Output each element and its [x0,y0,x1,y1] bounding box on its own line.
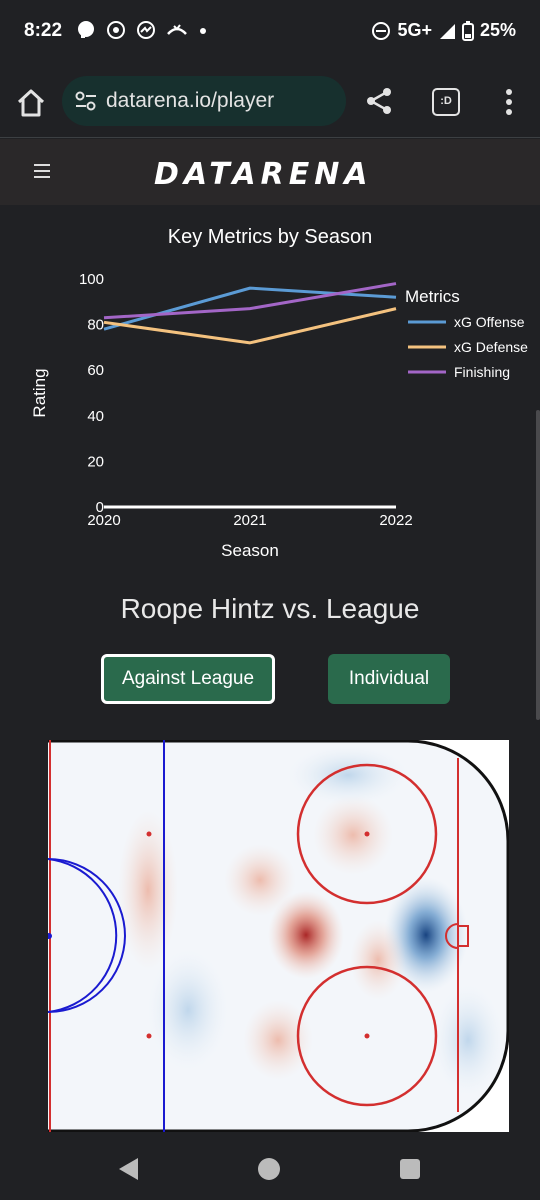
player-heading: Roope Hintz vs. League [120,593,420,624]
network-label: 5G+ [397,20,432,40]
x-tick-label: 2021 [233,512,266,529]
address-bar[interactable]: datarena.io/player [62,76,346,126]
browser-toolbar: datarena.io/player :D [0,64,540,138]
hamburger-menu-icon[interactable] [34,164,50,178]
legend-title: Metrics [405,287,460,306]
notification-icons [76,20,208,40]
chart-title: Key Metrics by Season [167,226,373,248]
scrollbar[interactable] [536,410,540,720]
signal-icon [439,23,455,39]
x-axis-label: Season [221,541,279,560]
rink-heatmap [48,740,509,1132]
legend-item-label: xG Defense [454,339,528,355]
share-icon[interactable] [364,86,394,116]
y-tick-label: 100 [79,271,104,288]
y-tick-label: 60 [87,362,104,379]
system-nav-bar [0,1138,540,1200]
home-nav-icon[interactable] [258,1158,280,1180]
against-league-button[interactable]: Against League [101,654,275,704]
site-header: DATARENA [0,139,540,205]
url-text[interactable]: datarena.io/player [106,89,275,112]
whatsapp-icon [107,21,125,39]
individual-button[interactable]: Individual [328,654,450,704]
recents-icon[interactable] [400,1159,420,1179]
site-logo[interactable]: DATARENA [154,157,373,192]
legend-item-label: xG Offense [454,314,525,330]
chat-icon [78,21,94,38]
dot-icon [200,28,206,34]
line-chart: 0 20 40 60 80 100 2020 2021 2022 Season Rating Metr… [30,271,528,560]
y-tick-label: 20 [87,453,104,470]
site-settings-icon[interactable] [74,90,98,112]
series-line-xg-defense [103,307,397,345]
y-tick-label: 80 [87,317,104,334]
home-icon[interactable] [14,86,48,120]
legend-item-label: Finishing [454,364,510,380]
status-right: 5G+ 25% [371,20,516,41]
tab-switcher-button[interactable]: :D [432,88,460,116]
battery-icon [461,20,474,41]
back-icon[interactable] [119,1158,138,1180]
more-menu-icon[interactable] [500,86,518,118]
y-axis-label: Rating [30,368,49,417]
y-tick-label: 0 [96,499,104,516]
x-tick-label: 2022 [379,512,412,529]
status-bar: 8:22 5G+ 25% [0,0,540,64]
series-line-finishing [103,282,397,320]
status-time: 8:22 [24,20,63,41]
x-tick-label: 2020 [87,512,120,529]
battery-label: 25% [479,20,516,40]
dnd-icon [372,21,391,40]
messenger-icon [137,21,155,39]
y-tick-label: 40 [87,408,104,425]
missed-call-icon [167,24,187,35]
